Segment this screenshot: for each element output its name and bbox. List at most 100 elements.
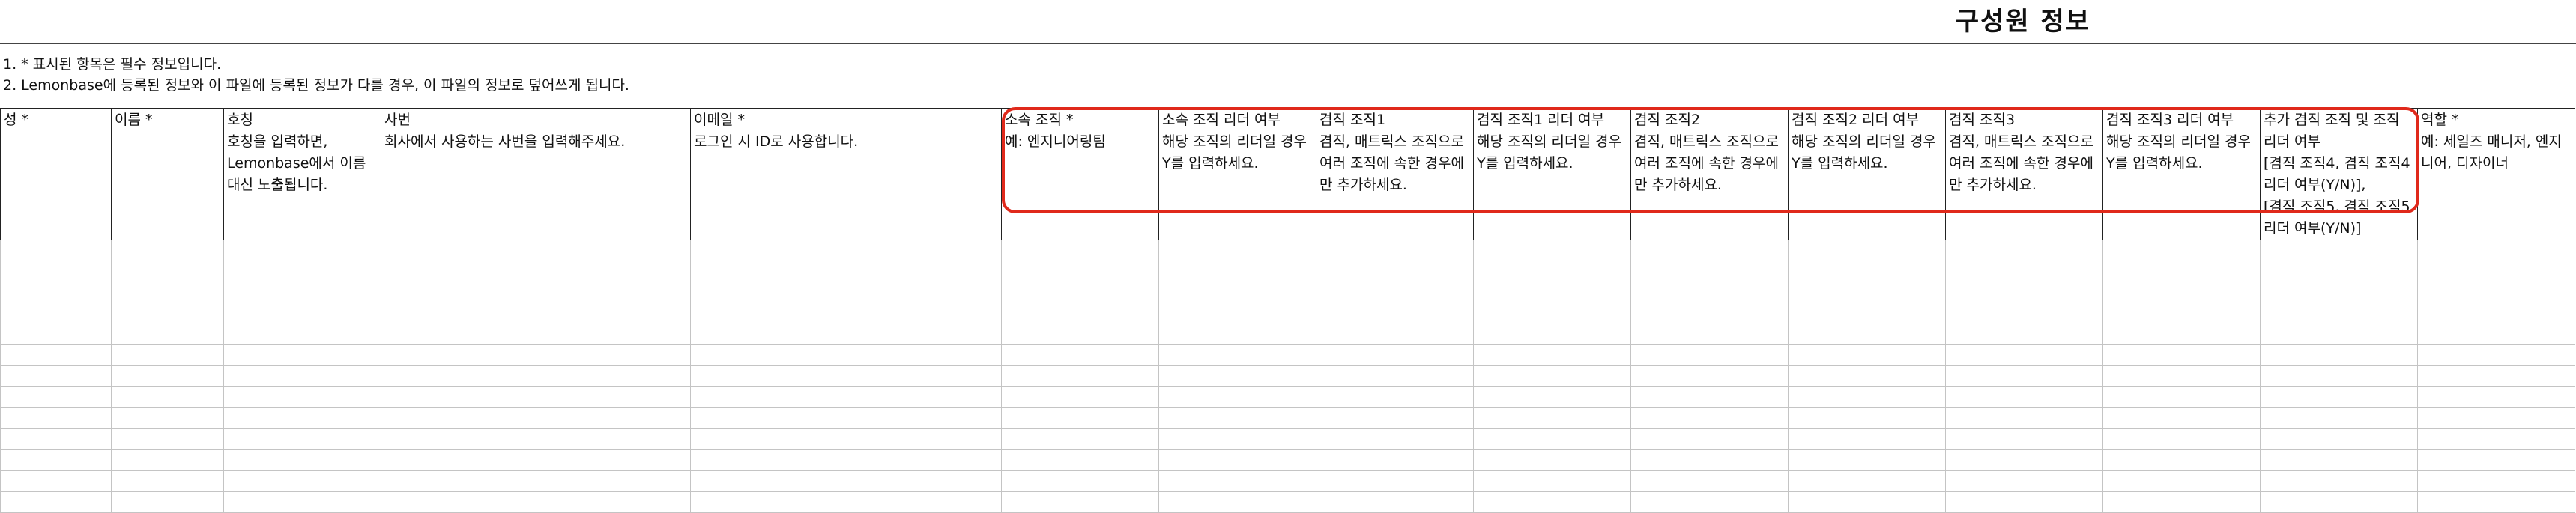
cell-email[interactable] xyxy=(690,386,1002,408)
cell-org[interactable] xyxy=(1001,282,1159,303)
header-cell-employee-id[interactable]: 사번 회사에서 사용하는 사번을 입력해주세요. xyxy=(381,108,691,240)
cell-last-name[interactable] xyxy=(0,240,112,261)
cell-concurrent-org-2[interactable] xyxy=(1630,261,1789,282)
cell-employee-id[interactable] xyxy=(381,282,691,303)
cell-org-leader[interactable] xyxy=(1158,428,1316,450)
cell-first-name[interactable] xyxy=(111,344,224,366)
cell-org-leader[interactable] xyxy=(1158,240,1316,261)
cell-last-name[interactable] xyxy=(0,324,112,345)
header-cell-first-name[interactable]: 이름 * xyxy=(111,108,224,240)
header-cell-additional-concurrent-org[interactable]: 추가 겸직 조직 및 조직 리더 여부 [겸직 조직4, 겸직 조직4 리더 여… xyxy=(2260,108,2418,240)
cell-concurrent-org-2-leader[interactable] xyxy=(1788,365,1946,387)
cell-email[interactable] xyxy=(690,449,1002,471)
cell-employee-id[interactable] xyxy=(381,491,691,513)
cell-concurrent-org-3-leader[interactable] xyxy=(2102,428,2261,450)
cell-additional-concurrent-org[interactable] xyxy=(2260,240,2418,261)
cell-concurrent-org-3-leader[interactable] xyxy=(2102,470,2261,492)
cell-concurrent-org-3[interactable] xyxy=(1945,282,2103,303)
cell-email[interactable] xyxy=(690,407,1002,429)
cell-employee-id[interactable] xyxy=(381,303,691,324)
cell-org-leader[interactable] xyxy=(1158,470,1316,492)
cell-email[interactable] xyxy=(690,240,1002,261)
cell-last-name[interactable] xyxy=(0,491,112,513)
cell-email[interactable] xyxy=(690,491,1002,513)
cell-concurrent-org-2[interactable] xyxy=(1630,470,1789,492)
cell-email[interactable] xyxy=(690,428,1002,450)
cell-concurrent-org-2[interactable] xyxy=(1630,491,1789,513)
cell-concurrent-org-1[interactable] xyxy=(1316,428,1474,450)
header-cell-concurrent-org-3-leader[interactable]: 겸직 조직3 리더 여부 해당 조직의 리더일 경우 Y를 입력하세요. xyxy=(2102,108,2261,240)
cell-concurrent-org-3-leader[interactable] xyxy=(2102,365,2261,387)
cell-org-leader[interactable] xyxy=(1158,324,1316,345)
cell-additional-concurrent-org[interactable] xyxy=(2260,428,2418,450)
cell-role[interactable] xyxy=(2417,261,2575,282)
cell-additional-concurrent-org[interactable] xyxy=(2260,303,2418,324)
cell-concurrent-org-1-leader[interactable] xyxy=(1473,324,1631,345)
cell-concurrent-org-1-leader[interactable] xyxy=(1473,428,1631,450)
cell-org-leader[interactable] xyxy=(1158,344,1316,366)
cell-concurrent-org-2[interactable] xyxy=(1630,386,1789,408)
cell-concurrent-org-1[interactable] xyxy=(1316,282,1474,303)
cell-concurrent-org-3-leader[interactable] xyxy=(2102,261,2261,282)
cell-email[interactable] xyxy=(690,344,1002,366)
cell-role[interactable] xyxy=(2417,324,2575,345)
cell-employee-id[interactable] xyxy=(381,365,691,387)
cell-employee-id[interactable] xyxy=(381,470,691,492)
cell-last-name[interactable] xyxy=(0,344,112,366)
cell-concurrent-org-2-leader[interactable] xyxy=(1788,449,1946,471)
cell-concurrent-org-2-leader[interactable] xyxy=(1788,240,1946,261)
cell-nickname[interactable] xyxy=(223,470,381,492)
header-cell-concurrent-org-1[interactable]: 겸직 조직1 겸직, 매트릭스 조직으로 여러 조직에 속한 경우에만 추가하세… xyxy=(1316,108,1474,240)
cell-email[interactable] xyxy=(690,303,1002,324)
cell-employee-id[interactable] xyxy=(381,261,691,282)
header-cell-org[interactable]: 소속 조직 * 예: 엔지니어링팀 xyxy=(1001,108,1159,240)
cell-concurrent-org-1[interactable] xyxy=(1316,240,1474,261)
cell-concurrent-org-1[interactable] xyxy=(1316,407,1474,429)
cell-additional-concurrent-org[interactable] xyxy=(2260,491,2418,513)
cell-org[interactable] xyxy=(1001,240,1159,261)
cell-concurrent-org-1[interactable] xyxy=(1316,365,1474,387)
cell-concurrent-org-2[interactable] xyxy=(1630,428,1789,450)
cell-last-name[interactable] xyxy=(0,449,112,471)
cell-first-name[interactable] xyxy=(111,261,224,282)
cell-org[interactable] xyxy=(1001,449,1159,471)
cell-employee-id[interactable] xyxy=(381,324,691,345)
cell-org[interactable] xyxy=(1001,324,1159,345)
cell-org[interactable] xyxy=(1001,470,1159,492)
cell-concurrent-org-3[interactable] xyxy=(1945,365,2103,387)
cell-role[interactable] xyxy=(2417,449,2575,471)
cell-concurrent-org-1[interactable] xyxy=(1316,303,1474,324)
cell-org-leader[interactable] xyxy=(1158,449,1316,471)
cell-concurrent-org-1-leader[interactable] xyxy=(1473,282,1631,303)
cell-concurrent-org-1-leader[interactable] xyxy=(1473,240,1631,261)
cell-concurrent-org-1[interactable] xyxy=(1316,491,1474,513)
cell-last-name[interactable] xyxy=(0,282,112,303)
cell-concurrent-org-2-leader[interactable] xyxy=(1788,386,1946,408)
cell-first-name[interactable] xyxy=(111,240,224,261)
cell-last-name[interactable] xyxy=(0,386,112,408)
cell-nickname[interactable] xyxy=(223,240,381,261)
header-cell-concurrent-org-1-leader[interactable]: 겸직 조직1 리더 여부 해당 조직의 리더일 경우 Y를 입력하세요. xyxy=(1473,108,1631,240)
cell-concurrent-org-2-leader[interactable] xyxy=(1788,261,1946,282)
cell-concurrent-org-3[interactable] xyxy=(1945,261,2103,282)
cell-role[interactable] xyxy=(2417,282,2575,303)
cell-concurrent-org-1[interactable] xyxy=(1316,261,1474,282)
cell-concurrent-org-2[interactable] xyxy=(1630,407,1789,429)
cell-concurrent-org-3-leader[interactable] xyxy=(2102,240,2261,261)
cell-concurrent-org-2-leader[interactable] xyxy=(1788,282,1946,303)
cell-org[interactable] xyxy=(1001,491,1159,513)
cell-nickname[interactable] xyxy=(223,324,381,345)
cell-concurrent-org-2[interactable] xyxy=(1630,303,1789,324)
cell-last-name[interactable] xyxy=(0,428,112,450)
cell-employee-id[interactable] xyxy=(381,449,691,471)
cell-nickname[interactable] xyxy=(223,282,381,303)
cell-concurrent-org-1[interactable] xyxy=(1316,449,1474,471)
cell-concurrent-org-3-leader[interactable] xyxy=(2102,386,2261,408)
cell-concurrent-org-3[interactable] xyxy=(1945,344,2103,366)
header-cell-email[interactable]: 이메일 * 로그인 시 ID로 사용합니다. xyxy=(690,108,1002,240)
cell-concurrent-org-1-leader[interactable] xyxy=(1473,303,1631,324)
cell-nickname[interactable] xyxy=(223,261,381,282)
cell-concurrent-org-3-leader[interactable] xyxy=(2102,449,2261,471)
cell-first-name[interactable] xyxy=(111,449,224,471)
cell-first-name[interactable] xyxy=(111,303,224,324)
